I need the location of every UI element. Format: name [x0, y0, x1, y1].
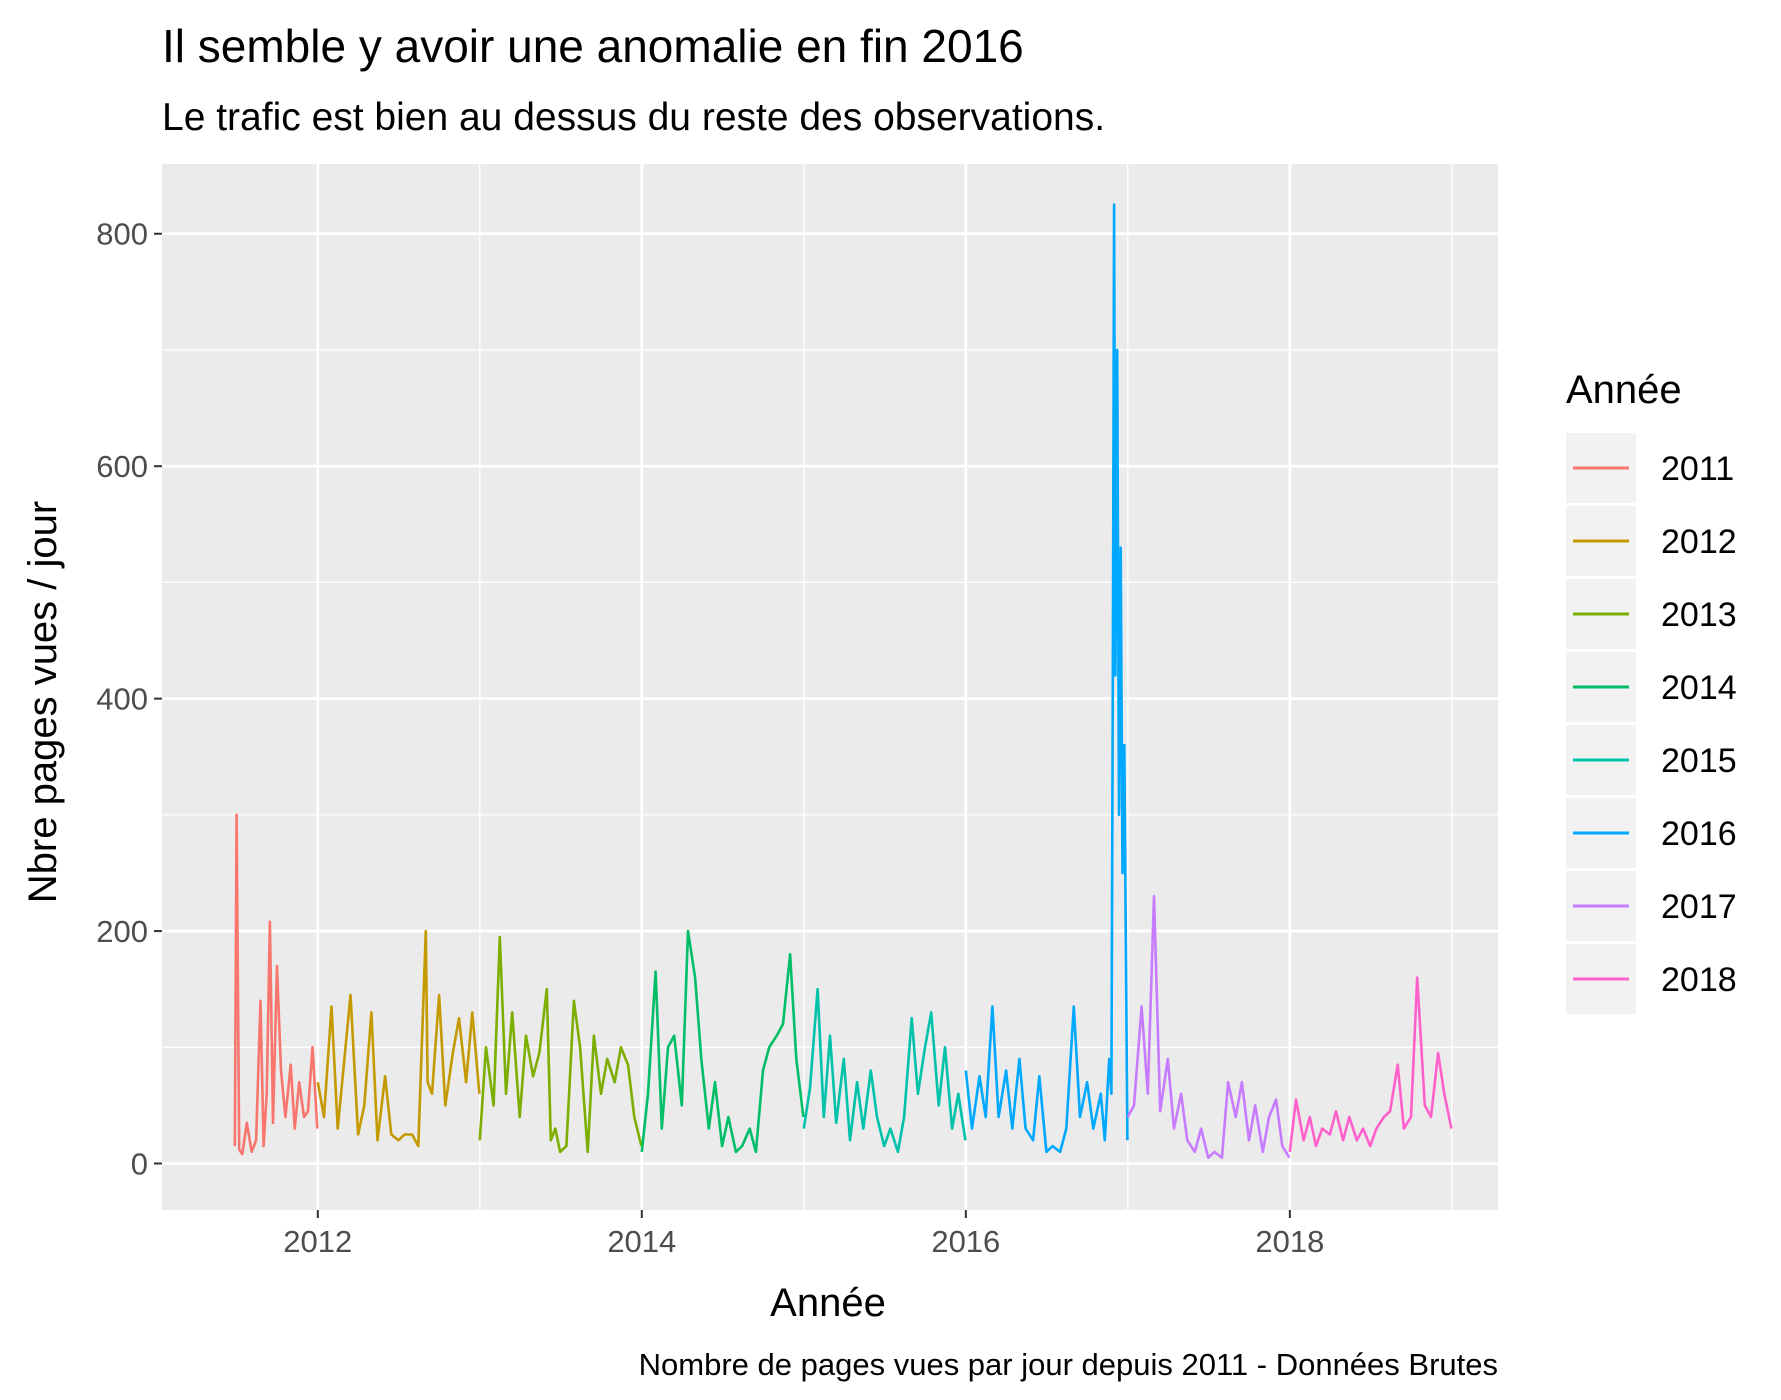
y-axis-title: Nbre pages vues / jour	[21, 501, 65, 903]
series-line-2017	[1126, 894, 1291, 1159]
y-axis: 0 200 400 600 800	[96, 217, 162, 1182]
series-line-2016	[964, 203, 1129, 1154]
chart-caption: Nombre de pages vues par jour depuis 201…	[639, 1347, 1498, 1382]
legend: Année 2011 2012 2013 2014 2015 2016 2017 2018	[1566, 368, 1737, 1014]
x-axis-title: Année	[770, 1281, 886, 1325]
series-lines	[233, 203, 1453, 1159]
legend-label-2016: 2016	[1661, 815, 1737, 853]
legend-label-2013: 2013	[1661, 596, 1737, 634]
y-tick-label: 0	[131, 1147, 148, 1182]
series-line-2013	[478, 935, 643, 1154]
y-tick-label: 200	[96, 914, 148, 949]
y-tick-label: 400	[96, 682, 148, 717]
x-axis: 2012 2014 2016 2018	[283, 1210, 1324, 1259]
x-tick-label: 2018	[1255, 1224, 1324, 1259]
chart-subtitle: Le trafic est bien au dessus du reste de…	[162, 96, 1105, 139]
series-line-2018	[1288, 976, 1453, 1153]
series-line-2015	[802, 987, 967, 1154]
legend-label-2011: 2011	[1661, 450, 1734, 488]
chart-title: Il semble y avoir une anomalie en fin 20…	[162, 20, 1024, 72]
legend-label-2015: 2015	[1661, 742, 1737, 780]
y-tick-label: 600	[96, 449, 148, 484]
x-tick-label: 2016	[931, 1224, 1000, 1259]
series-line-2011	[233, 813, 319, 1156]
y-tick-label: 800	[96, 217, 148, 252]
series-line-2014	[640, 929, 805, 1154]
legend-label-2014: 2014	[1661, 669, 1737, 707]
x-tick-label: 2012	[283, 1224, 352, 1259]
series-line-2012	[316, 929, 481, 1148]
x-tick-label: 2014	[607, 1224, 676, 1259]
legend-label-2012: 2012	[1661, 523, 1737, 561]
legend-label-2017: 2017	[1661, 888, 1737, 926]
grid-lines	[162, 164, 1498, 1210]
legend-title: Année	[1566, 368, 1682, 412]
legend-label-2018: 2018	[1661, 961, 1737, 999]
